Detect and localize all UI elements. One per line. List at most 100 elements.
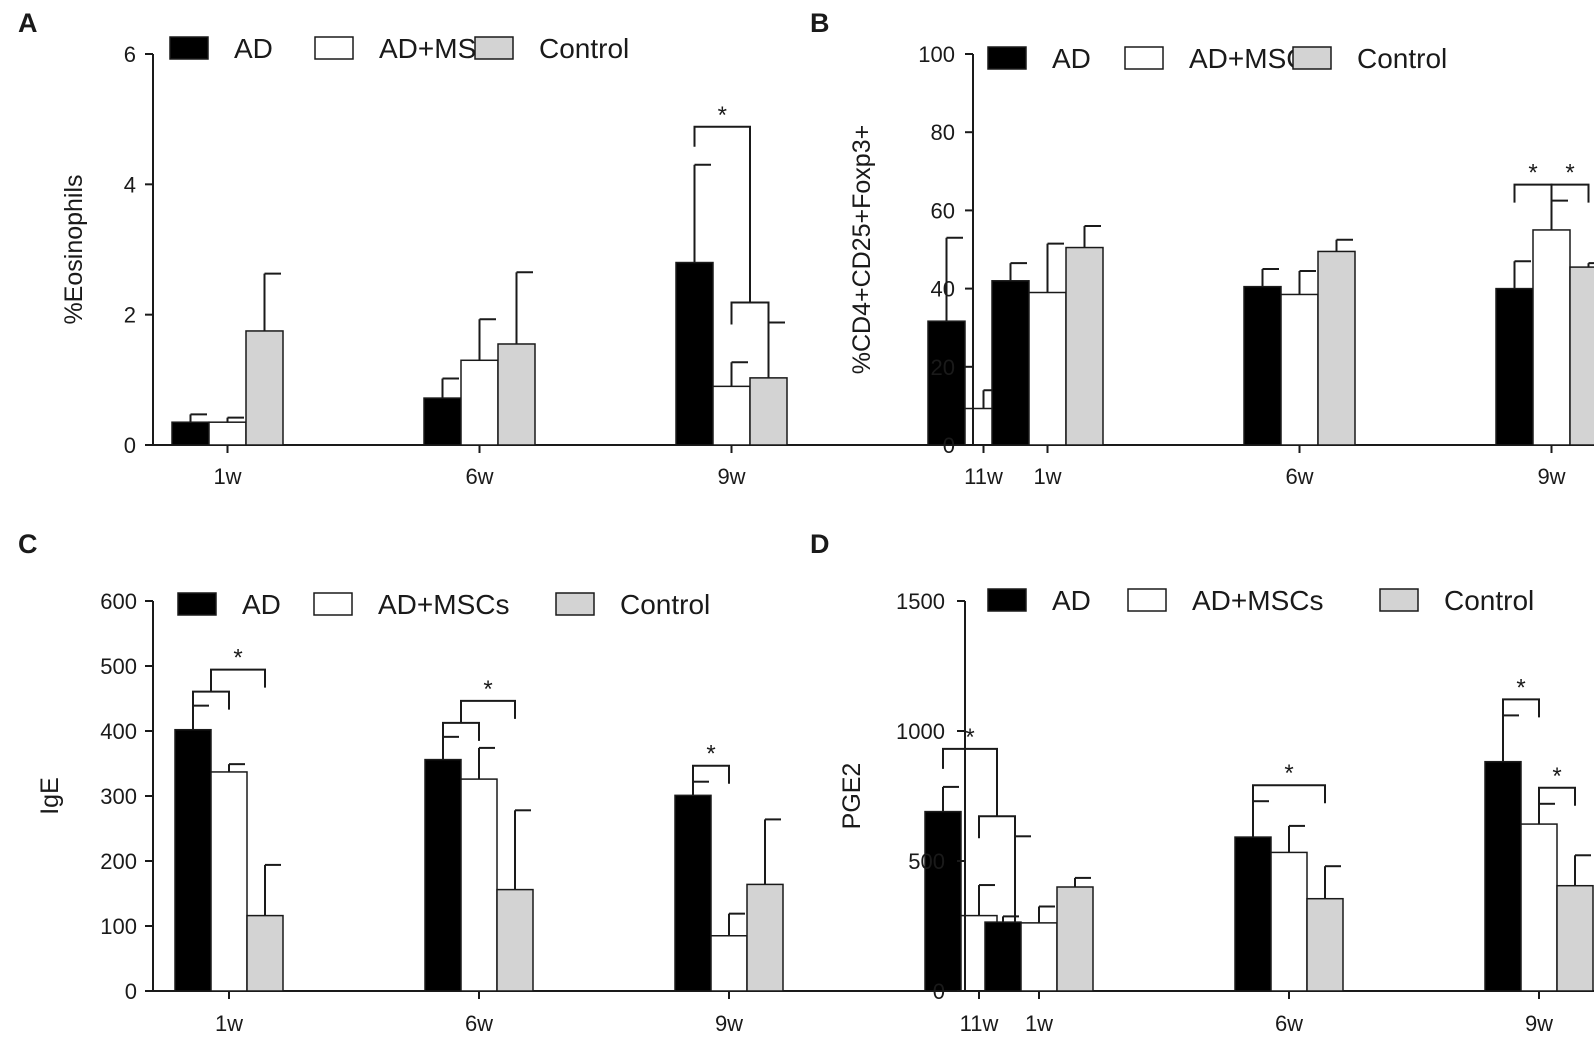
significance-bracket: [1513, 183, 1553, 203]
bar-ad-mscs-6w: [460, 359, 499, 446]
legend-label: AD: [1052, 43, 1091, 74]
bar-control-9w: [746, 883, 784, 992]
legend-label: AD: [1052, 585, 1091, 616]
bar-control-9w: [749, 377, 788, 446]
legend-label: AD: [242, 589, 281, 620]
y-tick-label: 20: [931, 355, 955, 380]
x-tick-label: 11w: [964, 464, 1003, 489]
significance-bracket: [460, 699, 516, 723]
bar-ad-1w: [174, 728, 212, 992]
bar-ad-11w: [927, 320, 966, 446]
significance-bracket: [1502, 698, 1540, 718]
x-tick-label: 6w: [1275, 1011, 1303, 1036]
bar-ad-1w: [171, 421, 210, 446]
bar-ad-1w: [984, 921, 1022, 992]
bar-ad-mscs-6w: [1280, 293, 1319, 446]
significance-bracket: [192, 690, 230, 710]
bar-ad-mscs-1w: [210, 771, 248, 992]
significance-star: *: [706, 741, 715, 768]
legend-swatch-ad-mscs: [1124, 46, 1164, 70]
legend-label: Control: [539, 33, 629, 64]
significance-bracket: [1550, 183, 1590, 203]
y-tick-label: 100: [100, 914, 137, 939]
y-tick-label: 100: [918, 42, 955, 67]
bar-ad-mscs-9w: [1520, 823, 1558, 992]
panel-D: D 0 500 1000 1500 PGE2 1w 6w 9w 11w * * * * AD AD+MSCs C…: [810, 529, 1594, 1036]
y-tick-label: 60: [931, 198, 955, 223]
bar-control-6w: [497, 343, 536, 446]
significance-bracket: [978, 815, 1016, 839]
significance-bracket: [693, 125, 751, 303]
significance-star: *: [233, 645, 242, 672]
legend-swatch-control: [474, 36, 514, 60]
y-axis-title: PGE2: [838, 763, 866, 830]
bar-ad-mscs-9w: [710, 935, 748, 992]
bar-control-1w: [1056, 886, 1094, 992]
y-tick-label: 80: [931, 120, 955, 145]
y-axis-title: %CD4+CD25+Foxp3+: [848, 125, 876, 374]
legend-label: AD: [234, 33, 273, 64]
legend-label: AD+MSCs: [1192, 585, 1323, 616]
bar-ad-6w: [1243, 285, 1282, 446]
legend-swatch-ad-mscs: [313, 592, 353, 616]
significance-bracket: [942, 747, 998, 817]
x-tick-label: 1w: [1033, 464, 1061, 489]
panel-letter: D: [810, 529, 830, 559]
x-tick-label: 1w: [1025, 1011, 1053, 1036]
legend-label: Control: [1444, 585, 1534, 616]
y-tick-label: 6: [124, 42, 136, 67]
bar-ad-9w: [1495, 287, 1534, 446]
y-tick-label: 400: [100, 719, 137, 744]
bar-control-1w: [246, 914, 284, 992]
y-tick-label: 1000: [896, 719, 945, 744]
bar-ad-6w: [1234, 836, 1272, 992]
x-tick-label: 9w: [717, 464, 745, 489]
bar-ad-6w: [423, 397, 462, 446]
bar-control-6w: [1306, 897, 1344, 992]
bar-control-1w: [1065, 246, 1104, 446]
y-tick-label: 300: [100, 784, 137, 809]
legend-swatch-ad: [987, 588, 1027, 612]
significance-bracket: [692, 764, 730, 784]
y-axis-title: %Eosinophils: [60, 174, 88, 324]
y-tick-label: 2: [124, 303, 136, 328]
significance-star: *: [1528, 160, 1537, 187]
bar-ad-mscs-6w: [460, 778, 498, 992]
significance-bracket: [730, 301, 770, 325]
x-tick-label: 6w: [465, 1011, 493, 1036]
y-tick-label: 500: [100, 654, 137, 679]
y-tick-label: 0: [124, 433, 136, 458]
legend-label: AD+MSCs: [378, 589, 509, 620]
bar-ad-9w: [1484, 760, 1522, 992]
legend-swatch-ad-mscs: [314, 36, 354, 60]
significance-star: *: [718, 102, 727, 129]
x-tick-label: 6w: [1285, 464, 1313, 489]
y-tick-label: 0: [943, 433, 955, 458]
bar-ad-11w: [924, 810, 962, 992]
bar-ad-9w: [675, 261, 714, 446]
bar-control-6w: [1317, 250, 1356, 446]
legend-swatch-control: [555, 592, 595, 616]
y-tick-label: 500: [908, 849, 945, 874]
bar-control-6w: [496, 888, 534, 992]
x-tick-label: 11w: [960, 1011, 999, 1036]
panel-letter: C: [18, 529, 38, 559]
panel-B: B 0 20 40 60 80 100 %CD4+CD25+Foxp3+ 1w 6w 9w 11w * *…: [810, 8, 1594, 489]
x-tick-label: 1w: [213, 464, 241, 489]
legend-swatch-ad: [987, 46, 1027, 70]
panel-letter: A: [18, 8, 38, 38]
y-tick-label: 0: [125, 979, 137, 1004]
legend-swatch-ad-mscs: [1127, 588, 1167, 612]
x-tick-label: 6w: [465, 464, 493, 489]
significance-bracket: [1538, 786, 1576, 806]
significance-star: *: [1552, 763, 1561, 790]
bar-ad-6w: [424, 758, 462, 992]
significance-star: *: [1284, 760, 1293, 787]
x-tick-label: 9w: [1525, 1011, 1553, 1036]
bar-ad-mscs-9w: [1532, 229, 1571, 446]
significance-star: *: [965, 724, 974, 751]
bar-ad-mscs-6w: [1270, 851, 1308, 992]
